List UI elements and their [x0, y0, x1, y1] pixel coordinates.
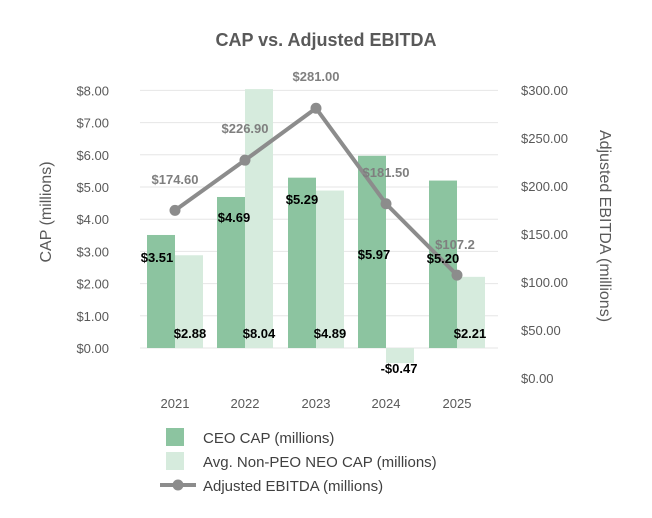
x-tick-label: 2023 — [302, 396, 331, 411]
data-labels: $3.51 $4.69 $5.29 $5.97 $5.20 $2.88 $8.04 $4.89… — [141, 69, 487, 376]
y-tick-label: $0.00 — [76, 341, 109, 356]
legend: CEO CAP (millions) Avg. Non-PEO NEO CAP (… — [160, 428, 437, 495]
neo-cap-bar — [457, 276, 485, 348]
left-axis-title: CAP (millions) — [38, 161, 55, 262]
ceo-cap-bar — [217, 196, 245, 348]
neo-cap-bar — [245, 89, 273, 348]
ebitda-label: $226.90 — [222, 121, 269, 136]
x-tick-label: 2022 — [231, 396, 260, 411]
ceo-cap-label: $5.20 — [427, 251, 460, 266]
y2-tick-label: $0.00 — [521, 371, 554, 386]
ceo-cap-bar — [288, 177, 316, 348]
y-tick-label: $7.00 — [76, 116, 109, 131]
bars — [147, 89, 485, 364]
neo-cap-bar — [386, 348, 414, 364]
ceo-cap-label: $4.69 — [218, 210, 251, 225]
y-tick-label: $4.00 — [76, 212, 109, 227]
neo-cap-label: -$0.47 — [381, 361, 418, 376]
neo-cap-label: $8.04 — [243, 326, 276, 341]
x-tick-label: 2025 — [443, 396, 472, 411]
ceo-cap-label: $3.51 — [141, 250, 174, 265]
y2-tick-label: $300.00 — [521, 83, 568, 98]
ebitda-point — [169, 204, 181, 216]
neo-cap-bar — [175, 255, 203, 348]
ebitda-point — [380, 198, 392, 210]
y-tick-label: $1.00 — [76, 309, 109, 324]
y2-tick-label: $200.00 — [521, 179, 568, 194]
ceo-cap-bar — [429, 180, 457, 348]
neo-cap-label: $2.88 — [174, 326, 207, 341]
neo-cap-label: $4.89 — [314, 326, 347, 341]
ceo-cap-bar — [147, 234, 175, 348]
axes: $0.00 $1.00 $2.00 $3.00 $4.00 $5.00 $6.00 $7.00… — [76, 83, 568, 411]
y-tick-label: $2.00 — [76, 277, 109, 292]
ebitda-point — [239, 154, 251, 166]
legend-entry-label: CEO CAP (millions) — [203, 430, 334, 447]
ceo-cap-label: $5.97 — [358, 247, 391, 262]
y-tick-label: $3.00 — [76, 244, 109, 259]
legend-swatch-neo — [166, 452, 184, 470]
ebitda-line — [169, 102, 463, 281]
ebitda-point — [310, 102, 322, 114]
ebitda-label: $174.60 — [152, 172, 199, 187]
y2-tick-label: $50.00 — [521, 323, 561, 338]
ebitda-label: $181.50 — [363, 165, 410, 180]
legend-entry-label: Avg. Non-PEO NEO CAP (millions) — [203, 454, 437, 471]
ebitda-label: $281.00 — [293, 69, 340, 84]
chart-title: CAP vs. Adjusted EBITDA — [215, 30, 436, 50]
x-tick-label: 2024 — [372, 396, 401, 411]
legend-entry-label: Adjusted EBITDA (millions) — [203, 478, 383, 495]
neo-cap-label: $2.21 — [454, 326, 487, 341]
y-tick-label: $8.00 — [76, 83, 109, 98]
right-axis-title: Adjusted EBITDA (millions) — [596, 130, 613, 322]
ebitda-point — [451, 269, 463, 281]
y-tick-label: $6.00 — [76, 148, 109, 163]
y2-tick-label: $100.00 — [521, 275, 568, 290]
y2-tick-label: $250.00 — [521, 131, 568, 146]
ebitda-label: $107.2 — [435, 237, 475, 252]
y-tick-label: $5.00 — [76, 180, 109, 195]
legend-swatch-ebitda-marker — [172, 479, 184, 491]
ceo-cap-label: $5.29 — [286, 192, 319, 207]
neo-cap-bar — [316, 190, 344, 348]
x-tick-label: 2021 — [161, 396, 190, 411]
legend-swatch-ceo — [166, 428, 184, 446]
y2-tick-label: $150.00 — [521, 227, 568, 242]
